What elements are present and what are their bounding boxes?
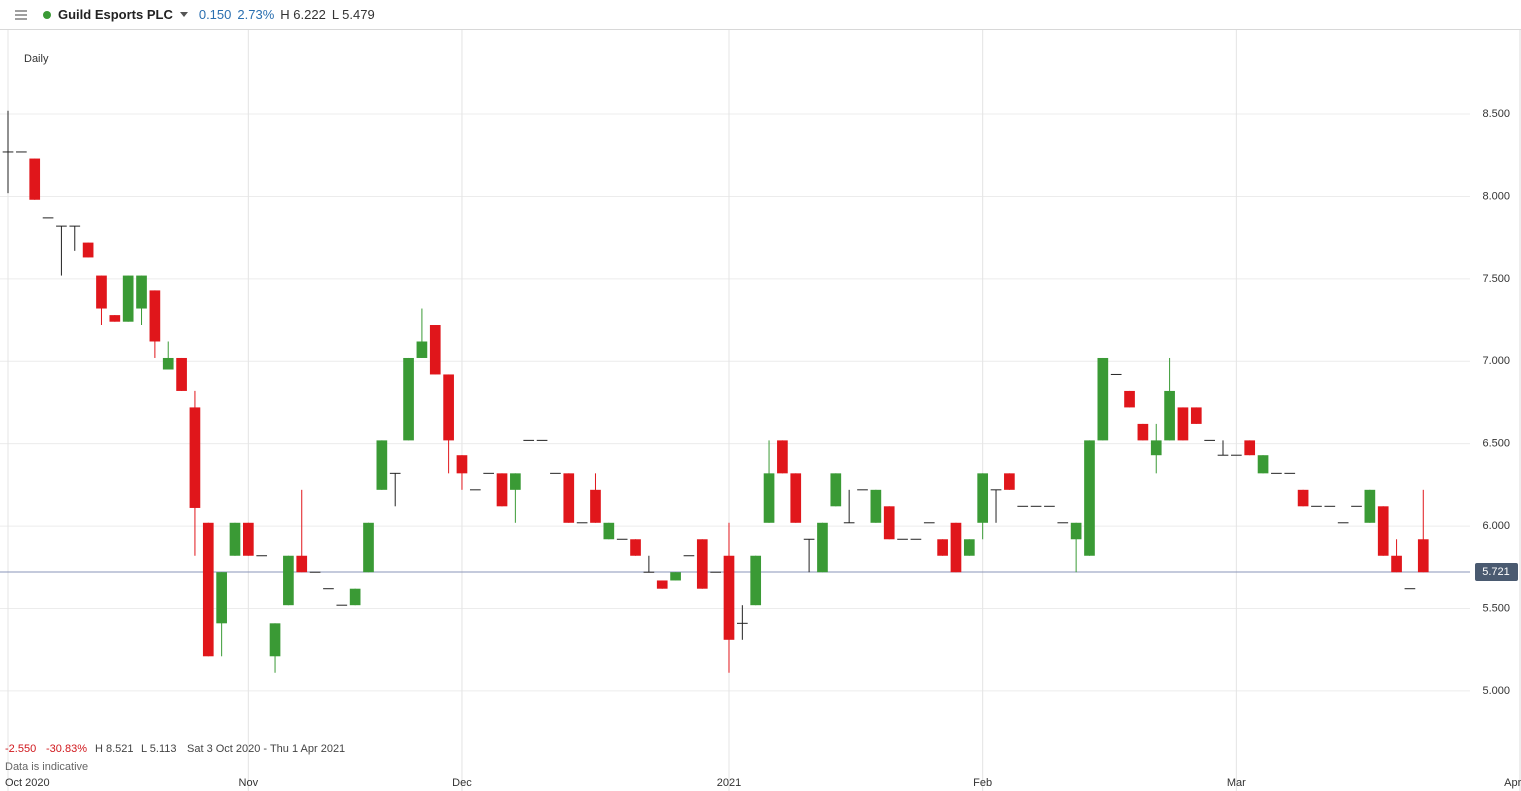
instrument-name[interactable]: Guild Esports PLC — [58, 7, 173, 22]
status-dot — [43, 10, 51, 19]
chart: Daily 5.000 5.500 6.000 6.500 7.000 7.500 8.00… — [0, 30, 1521, 791]
candle-body — [283, 555, 294, 606]
candle-body — [883, 506, 895, 540]
note: Data is indicative — [5, 761, 88, 773]
candle-body — [977, 473, 989, 523]
candle-body — [510, 473, 521, 490]
x-tick-label: Dec — [452, 777, 472, 789]
candle-body — [1257, 455, 1269, 474]
candle-body — [870, 489, 882, 523]
y-tick-label: 8.500 — [1482, 108, 1510, 120]
candle-body — [496, 473, 508, 507]
stat-range: Sat 3 Oct 2020 - Thu 1 Apr 2021 — [187, 743, 345, 755]
candle-body — [189, 407, 201, 508]
candle-body — [630, 539, 641, 556]
candle-body — [1190, 407, 1202, 424]
y-tick-label: 7.500 — [1482, 273, 1510, 285]
low: L 5.479 — [331, 7, 375, 22]
candle-body — [670, 572, 681, 581]
candle-body — [963, 539, 975, 556]
candle-body — [96, 275, 107, 309]
candle-body — [723, 555, 735, 640]
candle-body — [229, 522, 241, 556]
candle-body — [790, 473, 802, 523]
candle-body — [29, 158, 41, 200]
candle-body — [136, 275, 147, 309]
candle-body — [1364, 489, 1376, 523]
candle-body — [429, 325, 441, 375]
candle-body — [149, 290, 161, 342]
candle-body — [563, 473, 575, 523]
x-tick-label: Apr — [1504, 777, 1521, 789]
stat-change-pct: -30.83% — [46, 743, 87, 755]
candle-body — [1377, 506, 1389, 556]
y-tick-label: 6.000 — [1482, 520, 1510, 532]
candle-body — [242, 522, 254, 556]
candle-body — [830, 473, 842, 507]
dropdown-caret[interactable] — [179, 11, 189, 19]
candle-body — [750, 555, 762, 606]
candle-body — [1084, 440, 1095, 556]
candle-body — [1124, 390, 1135, 408]
candle-body — [1244, 440, 1256, 456]
candle-body — [176, 357, 187, 391]
candle-body — [82, 242, 94, 258]
candle-body — [1070, 522, 1082, 540]
y-tick-label: 6.500 — [1482, 438, 1510, 450]
candle-body — [296, 555, 308, 573]
menu-icon[interactable] — [14, 9, 28, 21]
x-tick-label: 2021 — [717, 777, 741, 789]
candle-body — [1391, 555, 1402, 573]
interval: Daily — [24, 53, 49, 65]
x-tick-label: Feb — [973, 777, 992, 789]
candle-body — [1417, 539, 1429, 573]
candle-body — [937, 539, 948, 556]
candle-body — [349, 588, 361, 606]
y-tick-label: 5.500 — [1482, 602, 1510, 614]
candle-body — [777, 440, 788, 474]
stat-low: L 5.113 — [141, 743, 176, 755]
x-tick-label: Nov — [239, 777, 259, 789]
change-pct: 2.73% — [237, 7, 275, 22]
candle-body — [202, 522, 214, 657]
candle-body — [122, 275, 134, 322]
header: Guild Esports PLC 0.150 2.73% H 6.222 L … — [0, 0, 1521, 30]
candle-body — [817, 522, 828, 573]
last-price-label: 5.721 — [1482, 566, 1510, 578]
stat-change: -2.550 — [5, 743, 36, 755]
x-tick-label: Mar — [1227, 777, 1246, 789]
candle-body — [109, 315, 121, 322]
candle-body — [443, 374, 454, 441]
stat-high: H 8.521 — [95, 743, 134, 755]
candle-body — [162, 357, 174, 370]
candle-body — [1177, 407, 1189, 441]
candle-body — [1097, 357, 1109, 441]
high: H 6.222 — [280, 7, 326, 22]
candle-body — [216, 572, 227, 624]
candle-body — [1297, 489, 1309, 507]
last-price-box — [1475, 563, 1518, 582]
change: 0.150 — [198, 7, 232, 22]
candle-body — [696, 539, 708, 589]
candle-body — [1150, 440, 1162, 456]
candle-body — [416, 341, 428, 358]
candle-body — [456, 455, 468, 474]
candle-body — [763, 473, 775, 523]
x-tick-label: Oct 2020 — [5, 777, 50, 789]
candle-body — [269, 623, 281, 657]
y-tick-label: 7.000 — [1482, 355, 1510, 367]
candle-body — [363, 522, 374, 573]
candle-body — [590, 489, 601, 523]
candle-body — [1137, 423, 1149, 441]
y-tick-label: 5.000 — [1482, 685, 1510, 697]
candle-body — [656, 580, 668, 589]
candle-body — [1164, 390, 1175, 441]
candle-body — [1004, 473, 1015, 490]
candle-body — [403, 357, 414, 441]
y-tick-label: 8.000 — [1482, 190, 1510, 202]
candle-body — [376, 440, 388, 490]
candle-body — [603, 522, 615, 540]
candle-body — [950, 522, 962, 573]
